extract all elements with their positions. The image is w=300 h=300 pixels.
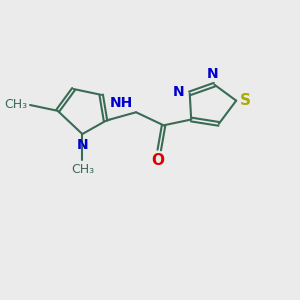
Text: CH₃: CH₃ bbox=[4, 98, 28, 111]
Text: N: N bbox=[76, 138, 88, 152]
Text: CH₃: CH₃ bbox=[71, 163, 94, 176]
Text: N: N bbox=[173, 85, 184, 99]
Text: N: N bbox=[207, 67, 219, 81]
Text: O: O bbox=[151, 154, 164, 169]
Text: NH: NH bbox=[110, 96, 133, 110]
Text: S: S bbox=[240, 93, 251, 108]
